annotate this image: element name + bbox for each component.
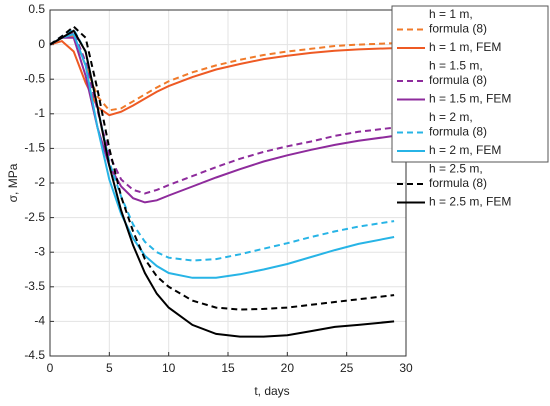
- y-axis-label: σ, MPa: [6, 163, 20, 202]
- y-tick-label: -4.5: [24, 348, 45, 362]
- y-tick-label: -0.5: [24, 71, 45, 85]
- x-tick-label: 10: [162, 361, 176, 375]
- series-line: [49, 35, 395, 112]
- y-tick-label: -2.5: [24, 210, 45, 224]
- y-tick-label: -2: [34, 175, 45, 189]
- series-line: [49, 39, 395, 117]
- legend-label: h = 2 m, formula (8): [429, 110, 487, 139]
- y-tick-label: -3.5: [24, 279, 45, 293]
- x-tick-label: 15: [221, 361, 235, 375]
- legend-label: h = 2.5 m, FEM: [429, 195, 511, 209]
- legend-label: h = 2.5 m, formula (8): [429, 162, 487, 191]
- x-axis-label: t, days: [254, 384, 289, 398]
- y-tick-label: 0.5: [28, 2, 45, 16]
- legend-label: h = 1 m, FEM: [429, 40, 501, 54]
- y-tick-label: -4: [34, 314, 45, 328]
- y-tick-label: -3: [34, 244, 45, 258]
- legend-box: [391, 5, 549, 163]
- x-tick-label: 0: [47, 361, 54, 375]
- series-line: [49, 30, 395, 195]
- legend-label: h = 1.5 m, formula (8): [429, 59, 487, 88]
- series-line: [49, 32, 395, 279]
- legend-label: h = 1.5 m, FEM: [429, 92, 511, 106]
- x-tick-label: 5: [106, 361, 113, 375]
- series-line: [49, 25, 395, 311]
- plot-frame: [49, 9, 407, 357]
- y-tick-label: 0: [38, 37, 45, 51]
- series-line: [49, 36, 395, 204]
- legend: h = 1 m, formula (8) h = 1 m, FEM h = 1.5 m…: [391, 5, 549, 209]
- series-line: [49, 29, 395, 338]
- legend-label: h = 2 m, FEM: [429, 143, 501, 157]
- legend-label: h = 1 m, formula (8): [429, 7, 487, 36]
- x-tick-label: 25: [340, 361, 354, 375]
- x-tick-label: 20: [281, 361, 295, 375]
- y-tick-label: -1.5: [24, 141, 45, 155]
- x-tick-label: 30: [399, 361, 413, 375]
- y-tick-label: -1: [34, 106, 45, 120]
